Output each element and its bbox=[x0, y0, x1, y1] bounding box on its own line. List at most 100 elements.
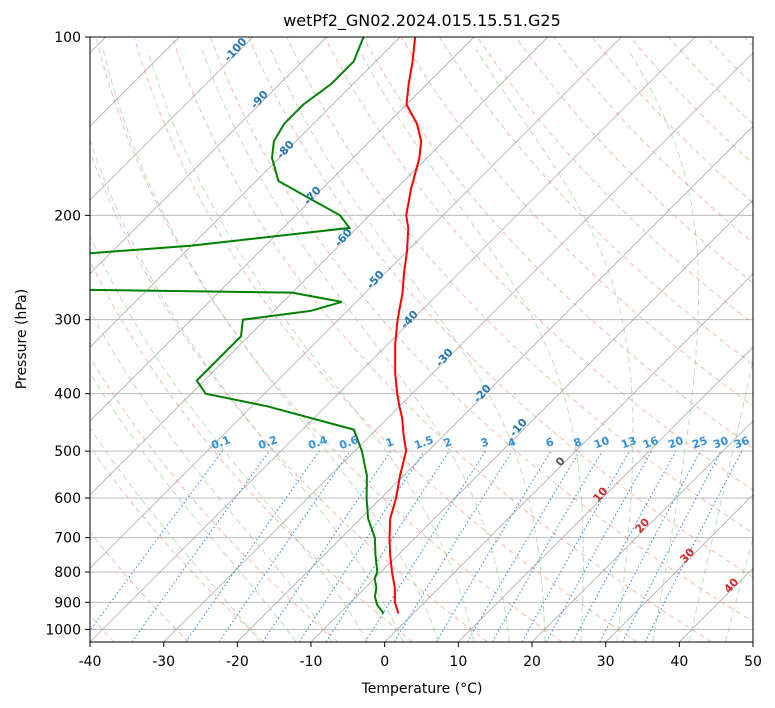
x-tick-label: -10 bbox=[300, 654, 323, 670]
mixing-ratio-label: 0.2 bbox=[256, 433, 279, 452]
mixing-ratio-label: 25 bbox=[690, 434, 709, 451]
plot-frame bbox=[89, 36, 754, 643]
y-tick-label: 200 bbox=[54, 208, 81, 224]
dry-adiabat-line bbox=[362, 37, 753, 449]
isotherm-line bbox=[310, 199, 753, 642]
dry-adiabat-line bbox=[400, 37, 753, 407]
mixing-ratio-line bbox=[435, 450, 552, 642]
dry-adiabat-line bbox=[553, 37, 753, 244]
x-axis-label: Temperature (°C) bbox=[361, 681, 483, 697]
mixing-ratio-line bbox=[521, 450, 630, 642]
mixing-ratio-label: 13 bbox=[619, 434, 638, 451]
dry-adiabat-line bbox=[324, 37, 753, 491]
x-tick-label: -40 bbox=[79, 654, 102, 670]
moist-adiabat-line bbox=[725, 536, 753, 642]
y-tick-label: 600 bbox=[54, 491, 81, 507]
mixing-ratio-line bbox=[218, 450, 351, 642]
dry-adiabat-line bbox=[90, 356, 339, 642]
moist-adiabat-line bbox=[102, 49, 439, 642]
moist-adiabat-line bbox=[90, 371, 297, 642]
mixing-ratio-line bbox=[90, 450, 223, 632]
dry-adiabat-line bbox=[286, 37, 753, 534]
x-tick-label: -20 bbox=[226, 654, 249, 670]
dry-adiabat-line bbox=[90, 445, 264, 642]
mixing-ratio-line bbox=[393, 450, 513, 642]
dry-adiabat-line bbox=[706, 37, 753, 86]
plot-area: -100-90-80-70-60-50-40-30-20-100.1 0.2 0.4… bbox=[90, 35, 753, 642]
temperature-profile bbox=[388, 37, 423, 614]
isotherm-line bbox=[531, 420, 753, 642]
mixing-ratio-line bbox=[298, 450, 425, 642]
chart-title: wetPf2_GN02.2024.015.15.51.G25 bbox=[283, 11, 561, 31]
y-tick-label: 1000 bbox=[45, 622, 81, 638]
isotherm-line bbox=[457, 346, 753, 642]
y-tick-label: 700 bbox=[54, 531, 81, 547]
dry-adiabat-label: -20 bbox=[471, 382, 494, 406]
moist-adiabat-label: 30 bbox=[677, 545, 697, 565]
x-tick-label: 10 bbox=[449, 654, 467, 670]
isotherm-line bbox=[90, 37, 696, 642]
mixing-ratio-line bbox=[131, 450, 270, 642]
mixing-ratio-label: 8 bbox=[572, 435, 584, 450]
isotherm-line bbox=[90, 37, 401, 348]
isotherm-line bbox=[90, 37, 328, 275]
mixing-ratio-line bbox=[185, 450, 320, 642]
mixing-ratio-line bbox=[545, 450, 653, 642]
y-tick-label: 100 bbox=[54, 30, 81, 46]
dry-adiabat-label: -30 bbox=[433, 346, 456, 370]
moist-adiabat-line bbox=[627, 49, 699, 642]
dewpoint-profile bbox=[90, 37, 385, 615]
isotherm-line bbox=[605, 494, 753, 642]
mixing-ratio-line bbox=[572, 450, 677, 642]
moist-adiabat-line bbox=[90, 138, 404, 642]
mixing-ratio-label: 1.5 bbox=[412, 433, 435, 452]
x-tick-label: 20 bbox=[523, 654, 541, 670]
y-axis-label: Pressure (hPa) bbox=[14, 289, 30, 389]
isotherm-line bbox=[236, 125, 753, 642]
mixing-ratio-line bbox=[325, 450, 450, 642]
isotherm-line bbox=[90, 37, 475, 422]
x-tick-label: 50 bbox=[744, 654, 762, 670]
moist-adiabat-line bbox=[147, 49, 475, 642]
moist-adiabat-label: 0 bbox=[553, 454, 568, 469]
y-tick-label: 400 bbox=[54, 387, 81, 403]
isotherm-line bbox=[384, 273, 753, 642]
mixing-ratio-label: 4 bbox=[506, 435, 518, 450]
isotherm-line bbox=[752, 641, 753, 642]
dry-adiabat-label: -100 bbox=[221, 35, 249, 64]
dry-adiabat-line bbox=[90, 259, 414, 642]
mixing-ratio-label: 2 bbox=[442, 435, 454, 450]
mixing-ratio-label: 0.6 bbox=[337, 433, 360, 452]
mixing-ratio-line bbox=[262, 450, 392, 642]
moist-adiabat-line bbox=[90, 309, 333, 642]
y-tick-label: 800 bbox=[54, 565, 81, 581]
dry-adiabat-line bbox=[438, 37, 753, 366]
dry-adiabat-line bbox=[515, 37, 753, 284]
dry-adiabat-label: -80 bbox=[274, 138, 297, 162]
moist-adiabat-line bbox=[358, 49, 584, 642]
mixing-ratio-label: 20 bbox=[666, 434, 685, 452]
mixing-ratio-label: 0.4 bbox=[306, 433, 329, 452]
isotherm-line bbox=[90, 37, 622, 569]
moist-adiabat-line bbox=[90, 427, 261, 642]
mixing-ratio-line bbox=[599, 450, 701, 642]
moist-adiabat-line bbox=[688, 358, 753, 642]
moist-adiabat-line bbox=[270, 49, 546, 642]
mixing-ratio-label: 36 bbox=[732, 434, 751, 452]
y-tick-label: 500 bbox=[54, 444, 81, 460]
mixing-ratio-label: 1 bbox=[384, 435, 396, 450]
dry-adiabat-line bbox=[90, 531, 190, 642]
mixing-ratio-label: 10 bbox=[592, 434, 611, 452]
dry-adiabat-label: -50 bbox=[364, 268, 387, 292]
moist-adiabat-label: 20 bbox=[632, 515, 652, 535]
x-tick-label: 0 bbox=[380, 654, 389, 670]
moist-adiabat-line bbox=[475, 49, 634, 642]
mixing-ratio-label: 6 bbox=[544, 435, 556, 450]
x-tick-label: -30 bbox=[152, 654, 175, 670]
mixing-ratio-label: 3 bbox=[479, 435, 491, 450]
dry-adiabat-line bbox=[90, 150, 488, 642]
x-tick-label: 30 bbox=[597, 654, 615, 670]
moist-adiabat-line bbox=[90, 235, 369, 642]
